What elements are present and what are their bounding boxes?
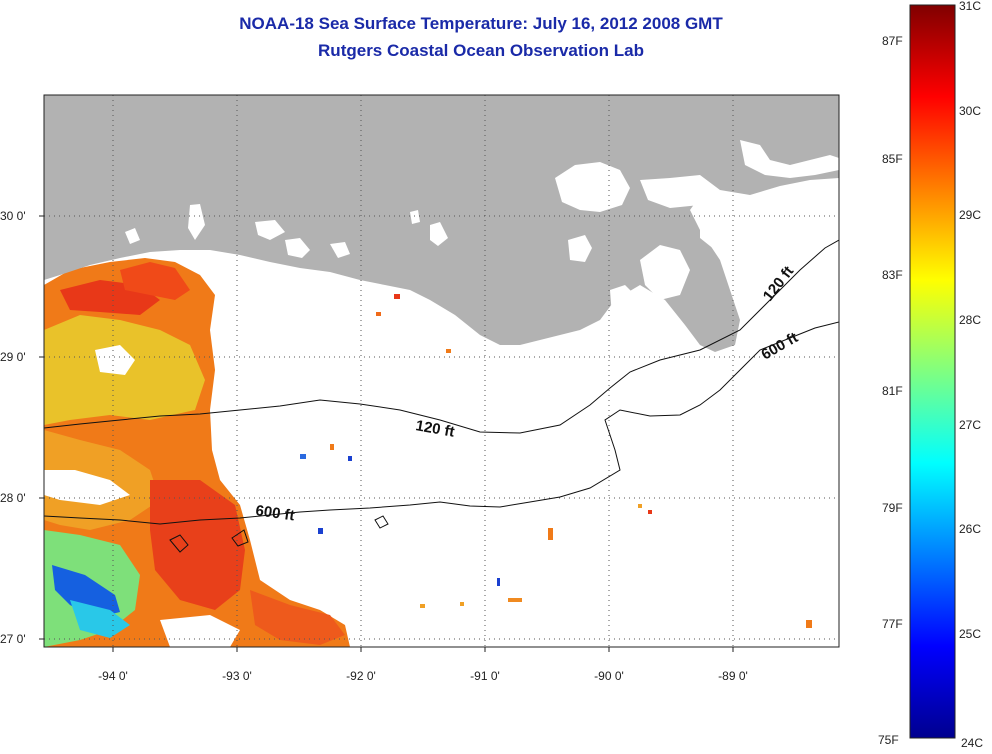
map-subtitle: Rutgers Coastal Ocean Observation Lab xyxy=(318,41,644,60)
colorbar-gradient xyxy=(909,4,956,739)
lat-label-29: 29 0' xyxy=(0,350,26,364)
lon-label-93: -93 0' xyxy=(222,669,252,683)
cbar-f-79: 79F xyxy=(882,501,903,515)
land-louisiana-texas xyxy=(44,95,839,352)
map-title: NOAA-18 Sea Surface Temperature: July 16… xyxy=(239,14,723,33)
contour-120ft xyxy=(44,239,839,434)
cbar-f-83: 83F xyxy=(882,268,903,282)
colorbar-fahrenheit-labels: 87F 85F 83F 81F 79F 77F 75F xyxy=(878,34,903,747)
lon-label-94: -94 0' xyxy=(98,669,128,683)
sst-data-specks xyxy=(300,180,812,628)
contour-label-600ft-a: 600 ft xyxy=(254,502,295,524)
cbar-c-31: 31C xyxy=(959,0,981,13)
cbar-c-30: 30C xyxy=(959,104,981,118)
cbar-c-26: 26C xyxy=(959,522,981,536)
cbar-c-25: 25C xyxy=(959,627,981,641)
contour-600ft xyxy=(44,321,839,525)
contour-label-120ft-a: 120 ft xyxy=(414,417,456,441)
cbar-f-77: 77F xyxy=(882,617,903,631)
cbar-c-28: 28C xyxy=(959,313,981,327)
inland-water xyxy=(125,140,839,318)
longitude-labels: -94 0' -93 0' -92 0' -91 0' -90 0' -89 0… xyxy=(98,669,748,683)
cbar-c-29: 29C xyxy=(959,208,981,222)
cbar-f-81: 81F xyxy=(882,384,903,398)
cbar-c-24: 24C xyxy=(961,736,983,750)
lat-label-30: 30 0' xyxy=(0,209,26,223)
sst-data-west xyxy=(44,258,350,647)
lon-label-91: -91 0' xyxy=(470,669,500,683)
lat-label-28: 28 0' xyxy=(0,491,26,505)
colorbar: 87F 85F 83F 81F 79F 77F 75F 31C 30C 29C … xyxy=(878,0,983,750)
lon-label-89: -89 0' xyxy=(718,669,748,683)
lon-label-90: -90 0' xyxy=(594,669,624,683)
colorbar-celsius-labels: 31C 30C 29C 28C 27C 26C 25C 24C xyxy=(959,0,983,750)
axis-ticks xyxy=(39,215,734,652)
lat-label-27: 27 0' xyxy=(0,632,26,646)
cbar-f-85: 85F xyxy=(882,152,903,166)
cbar-f-87: 87F xyxy=(882,34,903,48)
contour-600ft-island xyxy=(169,515,389,553)
graticule xyxy=(44,95,839,647)
cbar-f-75: 75F xyxy=(878,733,899,747)
latitude-labels: 30 0' 29 0' 28 0' 27 0' xyxy=(0,209,26,646)
cbar-c-27: 27C xyxy=(959,418,981,432)
map-frame xyxy=(43,94,840,648)
lon-label-92: -92 0' xyxy=(346,669,376,683)
